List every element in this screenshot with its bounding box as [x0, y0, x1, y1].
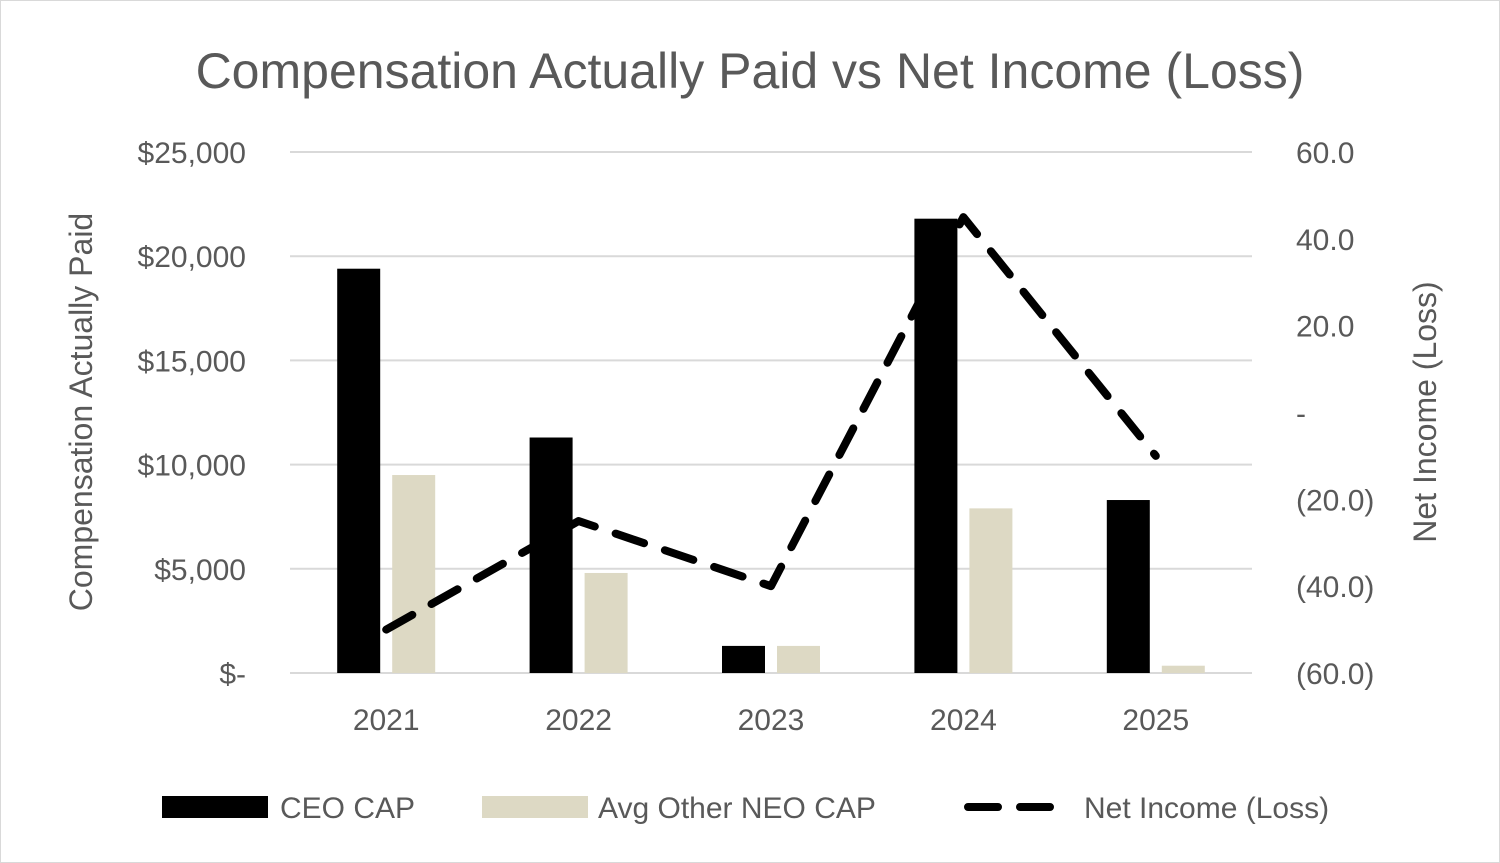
x-axis-ticks: 2021 2022 2023 2024 2025	[353, 704, 1189, 737]
right-axis-ticks: (60.0) (40.0) (20.0) - 20.0 40.0 60.0	[1296, 137, 1374, 691]
right-tick-label: 40.0	[1296, 224, 1354, 257]
bar-avg-other-neo-cap-2025	[1161, 665, 1205, 673]
right-axis-title: Net Income (Loss)	[1407, 281, 1443, 542]
x-tick-label: 2025	[1122, 704, 1189, 737]
left-tick-label: $25,000	[138, 137, 246, 170]
bar-ceo-cap-2023	[722, 645, 765, 673]
bar-avg-other-neo-cap-2024	[969, 508, 1013, 673]
right-tick-label: -	[1296, 398, 1306, 431]
right-tick-label: (60.0)	[1296, 658, 1374, 691]
right-tick-label: (20.0)	[1296, 484, 1374, 517]
legend-swatch-avg-other-neo-cap	[482, 796, 588, 818]
bar-avg-other-neo-cap-2022	[584, 572, 628, 673]
right-tick-label: (40.0)	[1296, 571, 1374, 604]
line-net-income-loss	[382, 213, 1160, 634]
bar-ceo-cap-2021	[337, 268, 381, 673]
right-tick-label: 20.0	[1296, 311, 1354, 344]
bars	[337, 218, 1205, 674]
legend-label-avg-other-neo-cap: Avg Other NEO CAP	[598, 792, 876, 825]
bar-ceo-cap-2025	[1106, 500, 1150, 673]
legend: CEO CAP Avg Other NEO CAP Net Income (Loss…	[162, 792, 1329, 825]
legend-label-ceo-cap: CEO CAP	[280, 792, 415, 825]
chart-title: Compensation Actually Paid vs Net Income…	[196, 43, 1305, 99]
bar-ceo-cap-2022	[529, 437, 573, 673]
net-income-line	[382, 213, 1160, 634]
left-tick-label: $15,000	[138, 345, 246, 378]
x-tick-label: 2023	[738, 704, 805, 737]
bar-avg-other-neo-cap-2021	[392, 475, 436, 673]
left-tick-label: $10,000	[138, 450, 246, 483]
bar-avg-other-neo-cap-2023	[777, 645, 820, 673]
x-tick-label: 2021	[353, 704, 420, 737]
legend-swatch-ceo-cap	[162, 796, 268, 818]
left-tick-label: $5,000	[154, 554, 246, 587]
bar-ceo-cap-2024	[914, 218, 958, 674]
x-tick-label: 2024	[930, 704, 997, 737]
left-axis-ticks: $- $5,000 $10,000 $15,000 $20,000 $25,000	[138, 137, 246, 691]
gridlines	[290, 151, 1252, 674]
legend-label-net-income-loss: Net Income (Loss)	[1084, 792, 1329, 825]
left-axis-title: Compensation Actually Paid	[63, 213, 99, 611]
right-tick-label: 60.0	[1296, 137, 1354, 170]
x-tick-label: 2022	[545, 704, 612, 737]
left-tick-label: $20,000	[138, 241, 246, 274]
left-tick-label: $-	[219, 658, 246, 691]
